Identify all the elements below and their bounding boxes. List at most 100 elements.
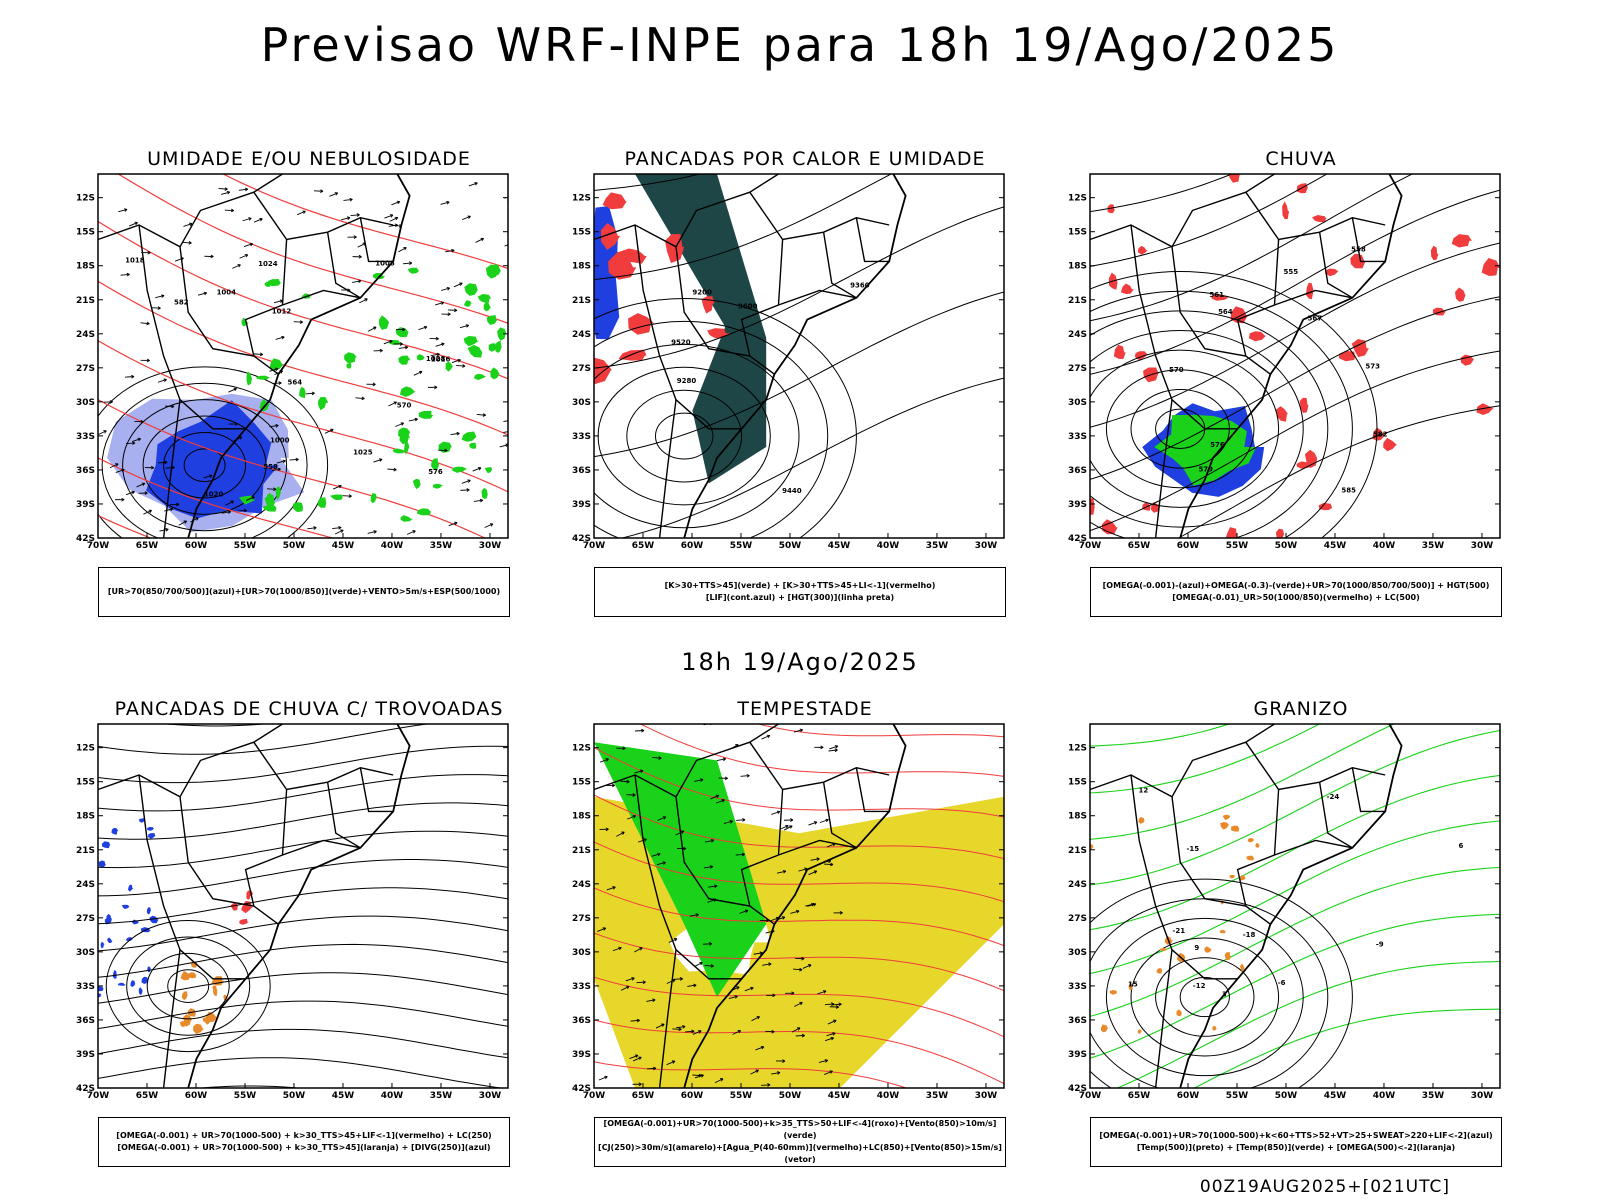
wind-vector (243, 243, 253, 247)
wind-vector-head (457, 358, 461, 363)
wind-vector-head (412, 530, 416, 534)
wind-vector (753, 952, 763, 955)
contour-label: 15 (1128, 980, 1138, 988)
wind-vector-head (825, 818, 829, 823)
wind-vector (475, 238, 484, 243)
wind-vector (352, 280, 362, 283)
wind-vector (694, 962, 703, 967)
omega500-orange-shading (1176, 1009, 1183, 1017)
humidity-low-level-contour (485, 264, 500, 279)
wind-vector-head (227, 510, 232, 514)
wind-vector-head (244, 254, 249, 258)
wind-vector (692, 1074, 702, 1077)
lon-tick-label: 50W (283, 541, 306, 551)
wind-vector-head (695, 913, 699, 917)
wind-vector-head (839, 911, 843, 915)
country-border (244, 289, 361, 357)
lat-tick-label: 21S (572, 296, 591, 306)
omega500-orange-shading (1219, 929, 1227, 934)
wind-vector-head (678, 1027, 682, 1032)
wind-vector-head (808, 964, 812, 968)
wind-vector-head (657, 852, 661, 857)
legend-line-2: [OMEGA(-0.001) + UR>70(1000-500) + k>30_… (117, 1143, 491, 1152)
wind-vector-head (338, 484, 342, 489)
pressure-contour (101, 382, 308, 538)
wind-vector-head (447, 312, 451, 317)
lon-tick-label: 40W (381, 541, 404, 551)
wind-vector (704, 839, 714, 843)
thickness-contour (221, 174, 508, 270)
contour-label: -21 (1172, 927, 1185, 935)
map-layers (98, 724, 508, 1088)
wind-vector-head (715, 794, 720, 799)
wind-vector-head (423, 325, 428, 330)
wind-vector-head (467, 479, 471, 483)
hgt500-contour (1090, 174, 1328, 267)
temp500-contour (1179, 976, 1230, 1018)
wind-vector-head (791, 991, 795, 996)
streamline (98, 943, 508, 978)
thickness-contour (98, 457, 335, 538)
wind-vector (140, 322, 150, 325)
streamline (98, 887, 508, 925)
wind-vector (324, 428, 334, 434)
wind-vector-head (311, 391, 315, 396)
lon-tick-label: 45W (1324, 1091, 1347, 1101)
map-frame (1089, 723, 1501, 1089)
lon-tick-label: 60W (1177, 1091, 1200, 1101)
wind-vector (389, 217, 399, 222)
wind-vector-head (465, 324, 469, 328)
wind-vector-head (729, 820, 733, 824)
wind-vector-head (605, 827, 609, 832)
wind-vector (794, 1002, 803, 1007)
panel-title: GRANIZO (1253, 698, 1349, 720)
lon-tick-label: 70W (1079, 541, 1102, 551)
wind-vector-head (234, 422, 238, 426)
wind-vector-head (340, 529, 344, 533)
country-border (822, 232, 857, 299)
wind-vector-head (396, 200, 401, 205)
wind-vector (232, 264, 241, 269)
lat-tick-label: 24S (76, 880, 95, 890)
wind-vector (779, 825, 789, 830)
omega500-orange-shading (1239, 875, 1246, 881)
country-border (675, 246, 775, 375)
wind-vector-head (734, 995, 738, 999)
wind-vector-head (799, 728, 803, 733)
humidity-low-level-contour (464, 283, 478, 296)
wind-vector (807, 903, 817, 907)
country-border (675, 796, 775, 925)
omega-red-shading (1312, 215, 1327, 223)
forecast-time-label: 18h 19/Ago/2025 (681, 648, 919, 676)
wind-vector-head (176, 502, 180, 507)
humidity-low-level-contour (477, 294, 492, 303)
wind-vector (476, 413, 486, 416)
instability-red-shading (628, 313, 655, 335)
lon-tick-label: 30W (479, 541, 502, 551)
wind-vector (651, 853, 661, 857)
wind-vector-head (812, 902, 817, 907)
lon-tick-label: 45W (1324, 541, 1347, 551)
wind-vector-head (816, 857, 820, 861)
wind-vector-head (721, 798, 725, 803)
wind-vector-head (334, 192, 339, 196)
lon-tick-label: 55W (234, 1091, 257, 1101)
lat-tick-label: 18S (1068, 812, 1087, 822)
lifted-condensation-streamline (594, 887, 1004, 947)
wind-vector (373, 458, 383, 463)
wind-vector-head (513, 197, 516, 200)
wind-vector (182, 241, 192, 244)
lat-tick-label: 18S (76, 812, 95, 822)
legend-line-1: [OMEGA(-0.001) + UR>70(1000-500) + k>30_… (116, 1131, 492, 1140)
wind-vector-head (394, 223, 398, 228)
divergence-blue-shading (128, 884, 134, 892)
lat-tick-label: 24S (76, 330, 95, 340)
wind-vector-head (833, 1019, 837, 1023)
streamline (167, 969, 210, 1003)
streamline (126, 936, 251, 1036)
lat-tick-label: 15S (572, 778, 591, 788)
thickness-contour (98, 340, 508, 493)
wind-vector (357, 242, 366, 248)
wind-vector (740, 775, 750, 777)
wind-vector-head (722, 757, 727, 762)
